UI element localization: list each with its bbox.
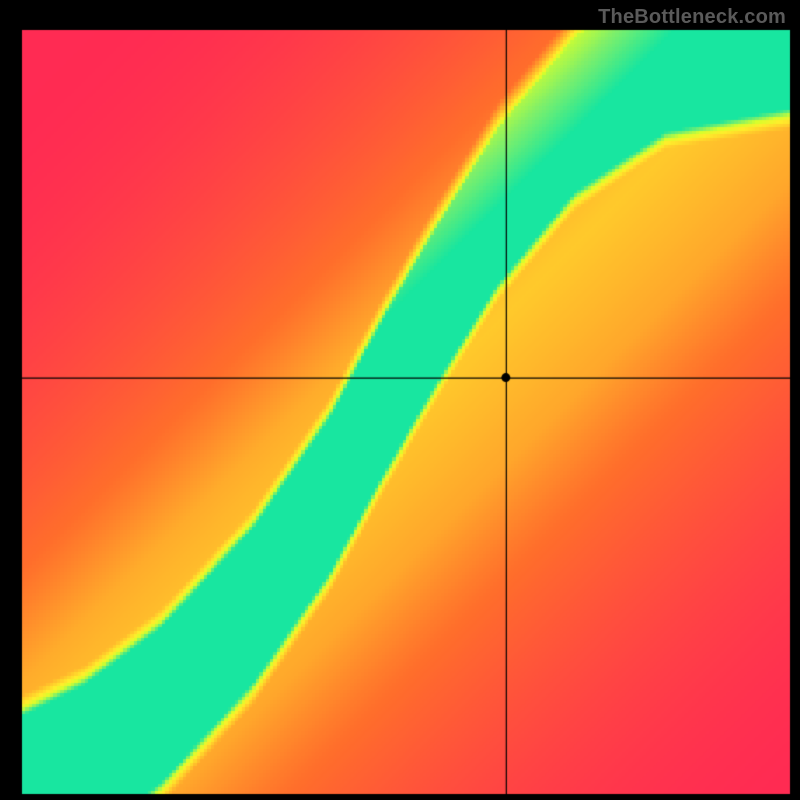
watermark-text: TheBottleneck.com — [598, 6, 786, 29]
chart-container: TheBottleneck.com — [0, 0, 800, 800]
bottleneck-heatmap — [0, 0, 800, 800]
